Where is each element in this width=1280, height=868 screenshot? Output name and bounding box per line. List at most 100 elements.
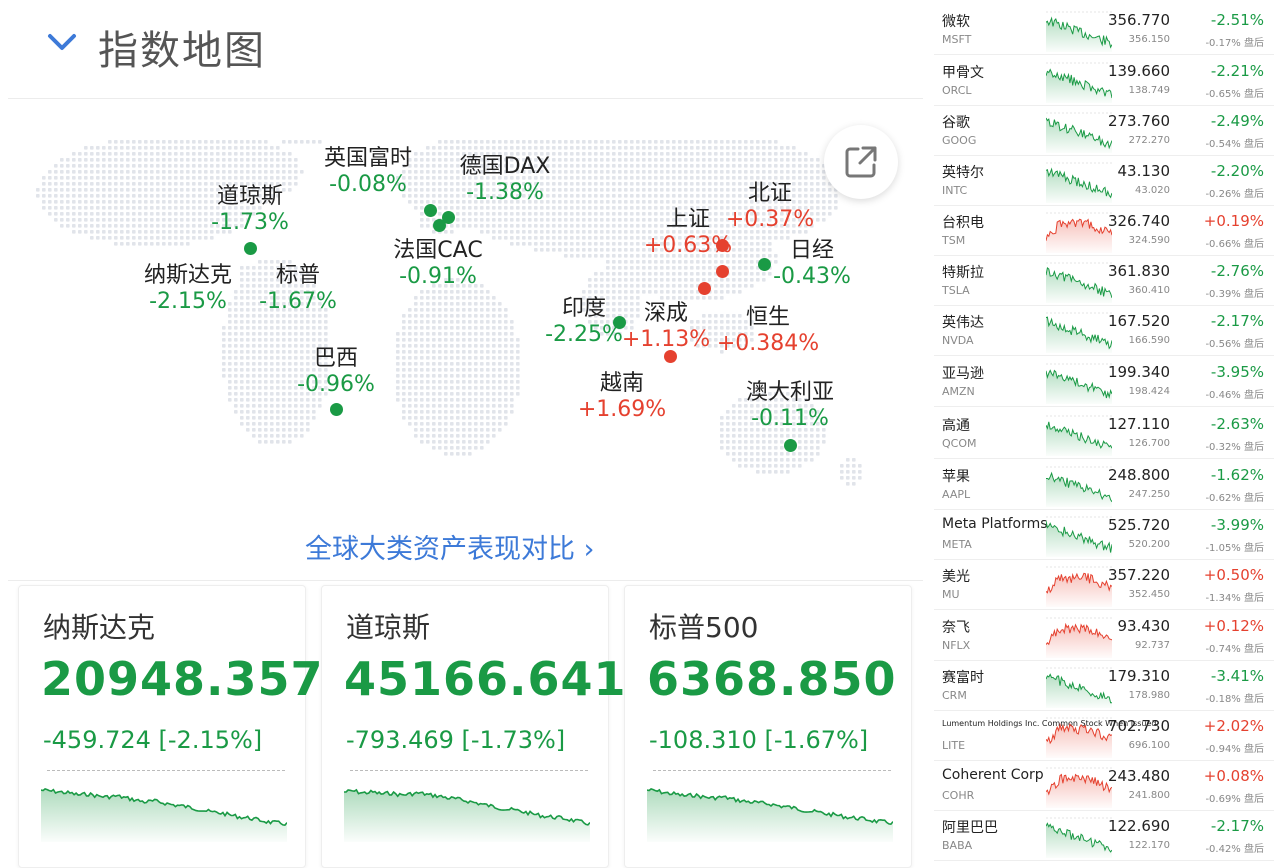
map-marker-label-cac[interactable]: 法国CAC -0.91% [393,238,482,290]
map-marker-label-spx[interactable]: 标普 -1.67% [259,263,337,315]
stock-after-hours-price: 126.700 [1128,438,1170,449]
map-marker-dot-bj[interactable] [716,265,729,278]
share-button[interactable] [824,125,898,199]
map-marker-dot-cac[interactable] [433,219,446,232]
stock-symbol: LITE [942,739,966,752]
stock-row[interactable]: Lumentum Holdings Inc. Common Stock When… [934,710,1274,761]
stock-row[interactable]: 美光 MU 357.220 352.450 +0.50% -1.34% 盘后 [934,559,1274,610]
stock-row[interactable]: 台积电 TSM 326.740 324.590 +0.19% -0.66% 盘后 [934,205,1274,256]
map-marker-dot-n225[interactable] [758,258,771,271]
stock-after-hours-price: 43.020 [1135,185,1170,196]
map-marker-label-ftse[interactable]: 英国富时 -0.08% [324,146,412,198]
stock-row[interactable]: 苹果 AAPL 248.800 247.250 -1.62% -0.62% 盘后 [934,459,1274,510]
stock-sparkline [1046,262,1112,303]
marker-percent: -2.25% [545,322,623,347]
divider [8,98,923,99]
baseline [653,770,891,771]
stock-name: 美光 [942,569,970,585]
map-marker-label-ind[interactable]: 印度 -2.25% [545,296,623,348]
stock-row[interactable]: 英伟达 NVDA 167.520 166.590 -2.17% -0.56% 盘后 [934,305,1274,356]
map-marker-label-bj[interactable]: 北证 +0.37% [726,181,814,233]
map-marker-dot-ind[interactable] [613,316,626,329]
stock-change-percent: -3.41% [1210,667,1264,685]
index-card[interactable]: 标普500 6368.850 -108.310 [-1.67%] [624,585,912,868]
map-marker-label-shc[interactable]: 上证 +0.63% [644,207,732,259]
stock-row[interactable]: 亚马逊 AMZN 199.340 198.424 -3.95% -0.46% 盘后 [934,356,1274,407]
stock-change-percent: +0.19% [1203,212,1264,230]
map-marker-dot-szc[interactable] [664,350,677,363]
stock-symbol: TSM [942,234,966,247]
map-marker-label-dax[interactable]: 德国DAX -1.38% [460,154,551,206]
stock-list: 微软 MSFT 356.770 356.150 -2.51% -0.17% 盘后 甲骨文 OR… [928,4,1276,866]
stock-sparkline [1046,112,1112,153]
marker-name: 法国CAC [393,238,483,263]
stock-row[interactable]: 赛富时 CRM 179.310 178.980 -3.41% -0.18% 盘后 [934,660,1274,711]
marker-percent: -1.73% [211,210,289,235]
stock-row[interactable]: 甲骨文 ORCL 139.660 138.749 -2.21% -0.65% 盘后 [934,55,1274,106]
stock-name: 英特尔 [942,165,984,181]
map-marker-dot-hsi[interactable] [698,282,711,295]
index-card[interactable]: 纳斯达克 20948.357 -459.724 [-2.15%] [18,585,323,868]
stock-price: 122.690 [1107,817,1170,835]
stock-price: 139.660 [1107,62,1170,80]
map-marker-dot-bra[interactable] [330,403,343,416]
index-name: 道琼斯 [346,611,431,644]
marker-percent: -1.38% [466,180,544,205]
stock-row[interactable]: 英特尔 INTC 43.130 43.020 -2.20% -0.26% 盘后 [934,155,1274,206]
map-marker-label-ixic[interactable]: 纳斯达克 -2.15% [144,263,232,315]
stock-after-hours-price: 166.590 [1128,335,1170,346]
stock-after-hours-change: -0.74% 盘后 [1205,644,1264,655]
stock-price: 93.430 [1117,617,1171,635]
marker-name: 澳大利亚 [745,380,835,405]
map-marker-dot-dji[interactable] [244,242,257,255]
stock-after-hours-change: -0.46% 盘后 [1205,390,1264,401]
map-marker-dot-aus[interactable] [784,439,797,452]
index-sparkline [647,788,893,842]
stock-price: 127.110 [1107,415,1170,433]
asset-comparison-link[interactable]: 全球大类资产表现对比 › [305,534,595,565]
stock-price: 248.800 [1107,466,1170,484]
index-sparkline [344,788,590,842]
index-change: -108.310 [-1.67%] [649,726,869,754]
stock-change-percent: +0.08% [1203,767,1264,785]
stock-after-hours-change: -1.05% 盘后 [1205,543,1264,554]
stock-change-percent: -3.95% [1210,363,1264,381]
stock-after-hours-price: 324.590 [1128,235,1170,246]
stock-after-hours-change: -0.69% 盘后 [1205,794,1264,805]
map-marker-label-bra[interactable]: 巴西 -0.96% [297,346,375,398]
stock-row[interactable]: 高通 QCOM 127.110 126.700 -2.63% -0.32% 盘后 [934,408,1274,459]
map-marker-dot-dax[interactable] [442,211,455,224]
marker-name: 上证 [665,207,711,232]
stock-after-hours-change: -1.34% 盘后 [1205,593,1264,604]
stock-row[interactable]: 特斯拉 TSLA 361.830 360.410 -2.76% -0.39% 盘后 [934,255,1274,306]
stock-row[interactable]: 微软 MSFT 356.770 356.150 -2.51% -0.17% 盘后 [934,4,1274,55]
map-marker-label-hsi[interactable]: 恒生 +0.384% [717,305,819,357]
map-marker-label-vn[interactable]: 越南 +1.69% [578,371,666,423]
index-card[interactable]: 道琼斯 45166.641 -793.469 [-1.73%] [321,585,626,868]
stock-sparkline [1046,767,1112,808]
stock-symbol: COHR [942,789,975,802]
stock-row[interactable]: 阿里巴巴 BABA 122.690 122.170 -2.17% -0.42% 盘后 [934,810,1274,861]
map-marker-label-dji[interactable]: 道琼斯 -1.73% [211,184,289,236]
map-marker-label-szc[interactable]: 深成 +1.13% [622,301,710,353]
stock-after-hours-price: 138.749 [1128,85,1170,96]
stock-name: 微软 [942,14,970,30]
stock-price: 356.770 [1107,11,1170,29]
stock-row[interactable]: 奈飞 NFLX 93.430 92.737 +0.12% -0.74% 盘后 [934,610,1274,661]
marker-name: 日经 [789,238,835,263]
map-marker-dot-ftse[interactable] [424,204,437,217]
stock-price: 273.760 [1107,112,1170,130]
chevron-down-icon[interactable] [46,30,78,56]
stock-after-hours-change: -0.26% 盘后 [1205,189,1264,200]
page-title: 指数地图 [98,28,266,74]
stock-name: 赛富时 [942,670,984,686]
stock-name: 特斯拉 [942,265,984,281]
stock-sparkline [1046,667,1112,708]
stock-row[interactable]: 谷歌 GOOG 273.760 272.270 -2.49% -0.54% 盘后 [934,105,1274,156]
map-marker-dot-shc[interactable] [716,239,729,252]
stock-name: 奈飞 [942,620,970,636]
stock-row[interactable]: Meta Platforms META 525.720 520.200 -3.99% -1… [934,509,1274,560]
stock-row[interactable]: Coherent Corp COHR 243.480 241.800 +0.08% -0.… [934,760,1274,811]
map-marker-label-aus[interactable]: 澳大利亚 -0.11% [746,380,834,432]
map-marker-label-n225[interactable]: 日经 -0.43% [773,238,851,290]
